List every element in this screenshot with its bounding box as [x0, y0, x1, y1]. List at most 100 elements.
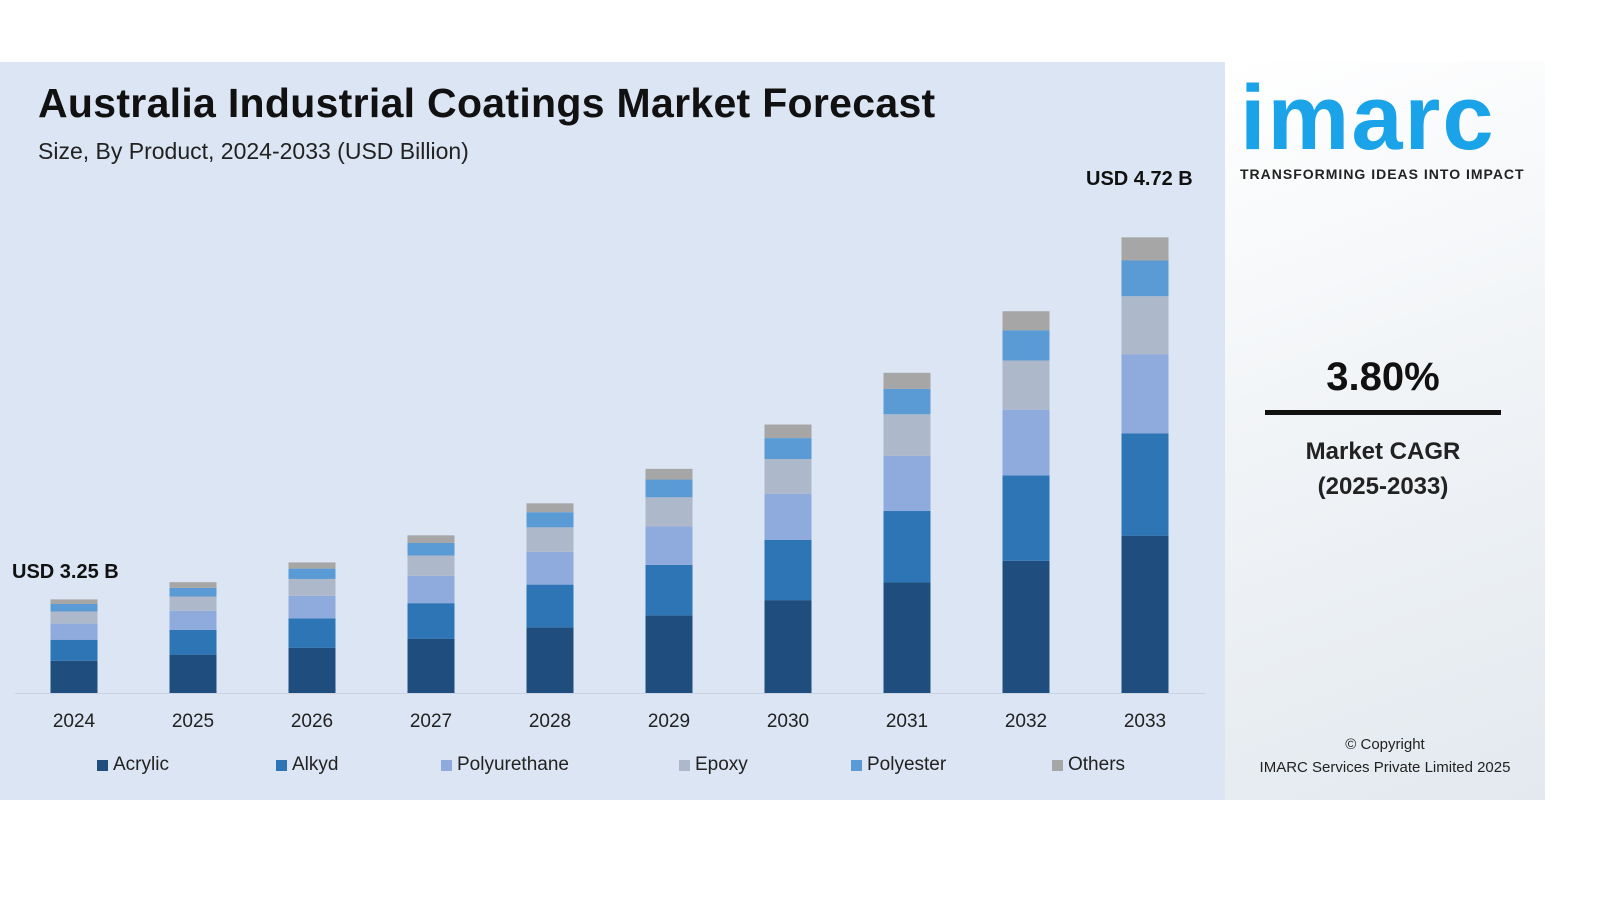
- bar-segment-polyester-2029: [645, 479, 693, 498]
- end-value-label: USD 4.72 B: [1086, 168, 1193, 190]
- x-tick-label: 2028: [529, 711, 571, 732]
- bar-segment-alkyd-2027: [407, 603, 455, 639]
- bar-segment-others-2025: [169, 582, 217, 588]
- bar-segment-epoxy-2033: [1121, 296, 1169, 355]
- bar-segment-others-2032: [1002, 311, 1050, 331]
- chart-title: Australia Industrial Coatings Market For…: [38, 80, 936, 126]
- bar-segment-acrylic-2029: [645, 615, 693, 693]
- legend-label: Acrylic: [113, 754, 169, 775]
- bar-segment-polyurethane-2031: [883, 455, 931, 512]
- bar-segment-others-2030: [764, 424, 812, 439]
- bar-segment-epoxy-2025: [169, 596, 217, 611]
- bar-segment-polyurethane-2032: [1002, 409, 1050, 476]
- legend-label: Others: [1068, 754, 1126, 775]
- bar-segment-acrylic-2026: [288, 647, 336, 693]
- bar-segment-acrylic-2024: [50, 660, 98, 693]
- bar-segment-epoxy-2026: [288, 578, 336, 596]
- bar-segment-polyester-2027: [407, 542, 455, 556]
- legend-swatch: [851, 759, 862, 771]
- legend-swatch: [276, 759, 287, 771]
- legend-label: Polyurethane: [457, 754, 569, 775]
- bar-segment-epoxy-2032: [1002, 360, 1050, 410]
- start-value-label: USD 3.25 B: [12, 561, 119, 583]
- bar-segment-polyester-2026: [288, 568, 336, 579]
- bar-segment-alkyd-2030: [764, 539, 812, 601]
- legend-label: Polyester: [867, 754, 947, 775]
- cagr-label: Market CAGR: [1305, 438, 1461, 465]
- x-tick-label: 2033: [1124, 711, 1166, 732]
- x-tick-label: 2030: [767, 711, 809, 732]
- legend-item-epoxy: Epoxy: [679, 754, 748, 776]
- x-tick-label: 2024: [53, 711, 96, 732]
- chart-subtitle: Size, By Product, 2024-2033 (USD Billion…: [38, 138, 469, 164]
- bar-segment-acrylic-2028: [526, 627, 574, 693]
- cagr-value: 3.80%: [1326, 355, 1440, 399]
- bar-segment-acrylic-2032: [1002, 560, 1050, 693]
- bar-segment-alkyd-2026: [288, 618, 336, 648]
- bar-segment-polyester-2033: [1121, 260, 1169, 297]
- legend-item-acrylic: Acrylic: [97, 754, 169, 776]
- bar-segment-others-2031: [883, 372, 931, 389]
- bar-segment-polyurethane-2026: [288, 595, 336, 619]
- legend-label: Epoxy: [695, 754, 748, 775]
- bar-segment-polyester-2031: [883, 388, 931, 415]
- bar-segment-epoxy-2029: [645, 497, 693, 527]
- copyright-line-2: IMARC Services Private Limited 2025: [1259, 759, 1511, 776]
- bar-segment-alkyd-2031: [883, 511, 931, 583]
- bar-segment-acrylic-2030: [764, 600, 812, 693]
- info-sidebar: [1225, 62, 1545, 800]
- bar-segment-polyester-2032: [1002, 330, 1050, 361]
- bar-segment-others-2024: [50, 599, 98, 605]
- x-tick-label: 2027: [410, 711, 452, 732]
- bar-segment-polyurethane-2027: [407, 575, 455, 604]
- logo-wordmark: imarc: [1240, 67, 1496, 169]
- x-tick-label: 2026: [291, 711, 333, 732]
- bar-segment-acrylic-2031: [883, 582, 931, 693]
- x-tick-label: 2025: [172, 711, 214, 732]
- bar-segment-others-2026: [288, 562, 336, 569]
- bar-segment-alkyd-2024: [50, 639, 98, 661]
- logo-tagline: TRANSFORMING IDEAS INTO IMPACT: [1240, 166, 1525, 182]
- cagr-divider: [1265, 410, 1501, 415]
- imarc-logo: imarc TRANSFORMING IDEAS INTO IMPACT: [1240, 72, 1540, 182]
- legend-swatch: [1052, 759, 1063, 771]
- bar-segment-polyester-2024: [50, 604, 98, 612]
- bar-segment-epoxy-2030: [764, 459, 812, 494]
- legend-item-polyurethane: Polyurethane: [441, 754, 569, 776]
- bar-segment-polyester-2028: [526, 512, 574, 528]
- bar-segment-others-2028: [526, 503, 574, 513]
- legend-swatch: [97, 759, 108, 771]
- bar-segment-others-2027: [407, 535, 455, 543]
- bar-segment-others-2033: [1121, 237, 1169, 261]
- bar-segment-epoxy-2024: [50, 611, 98, 624]
- bar-segment-alkyd-2025: [169, 629, 217, 655]
- cagr-period: (2025-2033): [1317, 473, 1449, 500]
- cagr-label-block: Market CAGR (2025-2033): [1265, 434, 1501, 504]
- x-tick-label: 2031: [886, 711, 928, 732]
- bar-segment-polyurethane-2025: [169, 610, 217, 630]
- legend-item-others: Others: [1052, 754, 1125, 776]
- bar-segment-others-2029: [645, 468, 693, 480]
- legend-label: Alkyd: [292, 754, 339, 775]
- bar-segment-epoxy-2028: [526, 527, 574, 552]
- bar-segment-polyurethane-2030: [764, 493, 812, 540]
- legend-swatch: [441, 759, 452, 771]
- bar-segment-acrylic-2025: [169, 654, 217, 693]
- bar-segment-polyester-2025: [169, 587, 217, 597]
- legend-swatch: [679, 759, 690, 771]
- bar-segment-acrylic-2033: [1121, 535, 1169, 693]
- bar-segment-alkyd-2029: [645, 564, 693, 616]
- x-tick-label: 2032: [1005, 711, 1047, 732]
- copyright-line-1: © Copyright: [1345, 736, 1425, 753]
- stacked-bar-chart: 2024 2025 2026 2027 2028 2029 2030 2031 2032 2033: [15, 237, 1205, 732]
- bar-segment-alkyd-2028: [526, 584, 574, 628]
- bar-segment-acrylic-2027: [407, 638, 455, 693]
- legend-item-alkyd: Alkyd: [276, 754, 338, 776]
- bar-segment-polyurethane-2024: [50, 623, 98, 640]
- bar-segment-polyester-2030: [764, 438, 812, 460]
- bar-segment-epoxy-2031: [883, 414, 931, 456]
- bar-segment-alkyd-2033: [1121, 433, 1169, 536]
- x-tick-label: 2029: [648, 711, 690, 732]
- bar-segment-alkyd-2032: [1002, 475, 1050, 561]
- bar-segment-polyurethane-2033: [1121, 354, 1169, 434]
